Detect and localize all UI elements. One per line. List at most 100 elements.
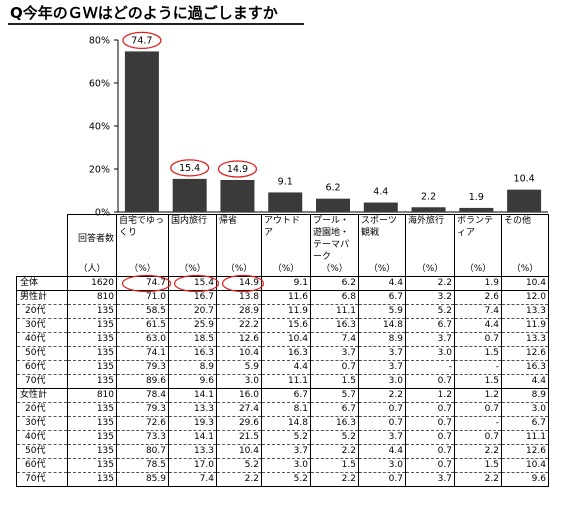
row-label: 60代 xyxy=(16,360,68,375)
unit-label: （%） xyxy=(116,263,169,277)
unit-label: （%） xyxy=(310,263,359,277)
value-cell: 13.3 xyxy=(501,332,549,347)
table-row: 40代 135 63.0 18.5 12.6 10.4 7.4 8.9 3.7 0.7 13.3 xyxy=(16,332,549,347)
count-cell: 810 xyxy=(67,388,117,403)
y-tick-label: 60% xyxy=(89,79,110,90)
value-cell: 13.3 xyxy=(501,304,549,319)
value-cell: 11.1 xyxy=(261,374,311,389)
value-cell: 16.0 xyxy=(216,388,262,403)
value-cell: 1.5 xyxy=(454,346,502,361)
value-cell: 22.2 xyxy=(216,318,262,333)
row-label: 50代 xyxy=(16,444,68,459)
value-cell: 1.2 xyxy=(454,388,502,403)
value-cell: 19.3 xyxy=(168,416,217,431)
title-underline xyxy=(8,23,304,25)
column-header: ボランティア xyxy=(454,214,502,263)
unit-label: （人） xyxy=(67,263,117,277)
row-label: 20代 xyxy=(16,304,68,319)
value-cell: 2.6 xyxy=(454,290,502,305)
count-cell: 1620 xyxy=(67,276,117,291)
value-cell: 7.4 xyxy=(168,472,217,487)
value-cell: 6.7 xyxy=(501,416,549,431)
value-cell: 5.2 xyxy=(216,458,262,473)
value-cell: 25.9 xyxy=(168,318,217,333)
value-cell: 79.3 xyxy=(116,360,169,375)
y-tick-label: 40% xyxy=(89,122,110,133)
bar-value-label: 15.4 xyxy=(179,163,200,174)
column-header: 海外旅行 xyxy=(405,214,455,263)
value-cell: 2.2 xyxy=(216,472,262,487)
bar xyxy=(316,198,350,212)
bar-value-label: 2.2 xyxy=(421,191,436,202)
value-cell: 7.4 xyxy=(454,304,502,319)
unit-label: （%） xyxy=(454,263,502,277)
value-cell: 10.4 xyxy=(501,276,549,291)
value-cell: 6.7 xyxy=(405,318,455,333)
value-cell: 11.9 xyxy=(261,304,311,319)
bar-value-label: 4.4 xyxy=(373,187,388,198)
column-header: 帰省 xyxy=(216,214,262,263)
column-header: 国内旅行 xyxy=(168,214,217,263)
count-cell: 135 xyxy=(67,444,117,459)
row-label: 60代 xyxy=(16,458,68,473)
row-label: 男性計 xyxy=(16,290,68,305)
value-cell: 10.4 xyxy=(216,444,262,459)
value-cell: 16.3 xyxy=(310,318,359,333)
value-cell: 3.0 xyxy=(216,374,262,389)
value-cell: 2.2 xyxy=(358,388,406,403)
column-header: 自宅でゆっくり xyxy=(116,214,169,263)
value-cell: 80.7 xyxy=(116,444,169,459)
value-cell: 3.0 xyxy=(358,458,406,473)
value-cell: 3.0 xyxy=(405,346,455,361)
value-cell: 4.4 xyxy=(454,318,502,333)
value-cell: 1.5 xyxy=(454,374,502,389)
value-cell: 2.2 xyxy=(310,444,359,459)
count-cell: 135 xyxy=(67,472,117,487)
value-cell: 11.6 xyxy=(261,290,311,305)
value-cell: 0.7 xyxy=(454,402,502,417)
value-cell: 12.6 xyxy=(501,346,549,361)
bar-value-label: 9.1 xyxy=(278,176,293,187)
y-tick-label: 80% xyxy=(89,36,110,47)
value-cell: 0.7 xyxy=(405,374,455,389)
column-header: 回答者数 xyxy=(67,214,117,263)
value-cell: 1.2 xyxy=(405,388,455,403)
value-cell: 13.8 xyxy=(216,290,262,305)
table-row: 20代 135 58.5 20.7 28.9 11.9 11.1 5.9 5.2 7.4 13.3 xyxy=(16,304,549,319)
value-cell: 0.7 xyxy=(405,458,455,473)
column-header: その他 xyxy=(501,214,549,263)
column-header: スポーツ観戦 xyxy=(358,214,406,263)
count-cell: 135 xyxy=(67,430,117,445)
table-row: 20代 135 79.3 13.3 27.4 8.1 6.7 0.7 0.7 0.7 3.0 xyxy=(16,402,549,417)
count-cell: 135 xyxy=(67,416,117,431)
value-cell: 10.4 xyxy=(216,346,262,361)
value-cell: 1.5 xyxy=(310,458,359,473)
row-label: 50代 xyxy=(16,346,68,361)
value-cell: 21.5 xyxy=(216,430,262,445)
value-cell: 73.3 xyxy=(116,430,169,445)
value-cell: 0.7 xyxy=(358,416,406,431)
bar-value-label: 10.4 xyxy=(514,174,535,185)
row-label: 70代 xyxy=(16,374,68,389)
table-row: 30代 135 61.5 25.9 22.2 15.6 16.3 14.8 6.7 4.4 11.9 xyxy=(16,318,549,333)
value-cell: 2.2 xyxy=(405,276,455,291)
value-cell: 14.8 xyxy=(358,318,406,333)
bar xyxy=(268,192,303,212)
value-cell: 3.7 xyxy=(358,346,406,361)
value-cell: 15.6 xyxy=(261,318,311,333)
row-label: 全体 xyxy=(16,276,68,291)
value-cell: 14.9 xyxy=(216,276,262,291)
row-label: 70代 xyxy=(16,472,68,487)
bar xyxy=(220,179,255,212)
value-cell: 3.7 xyxy=(405,472,455,487)
value-cell: - xyxy=(454,360,502,375)
table-row: 40代 135 73.3 14.1 21.5 5.2 5.2 3.7 0.7 0.7 11.1 xyxy=(16,430,549,445)
value-cell: 7.4 xyxy=(310,332,359,347)
value-cell: 16.3 xyxy=(168,346,217,361)
value-cell: 14.1 xyxy=(168,388,217,403)
bar xyxy=(363,202,398,212)
value-cell: 89.6 xyxy=(116,374,169,389)
value-cell: 12.0 xyxy=(501,290,549,305)
value-cell: 27.4 xyxy=(216,402,262,417)
value-cell: 5.2 xyxy=(405,304,455,319)
